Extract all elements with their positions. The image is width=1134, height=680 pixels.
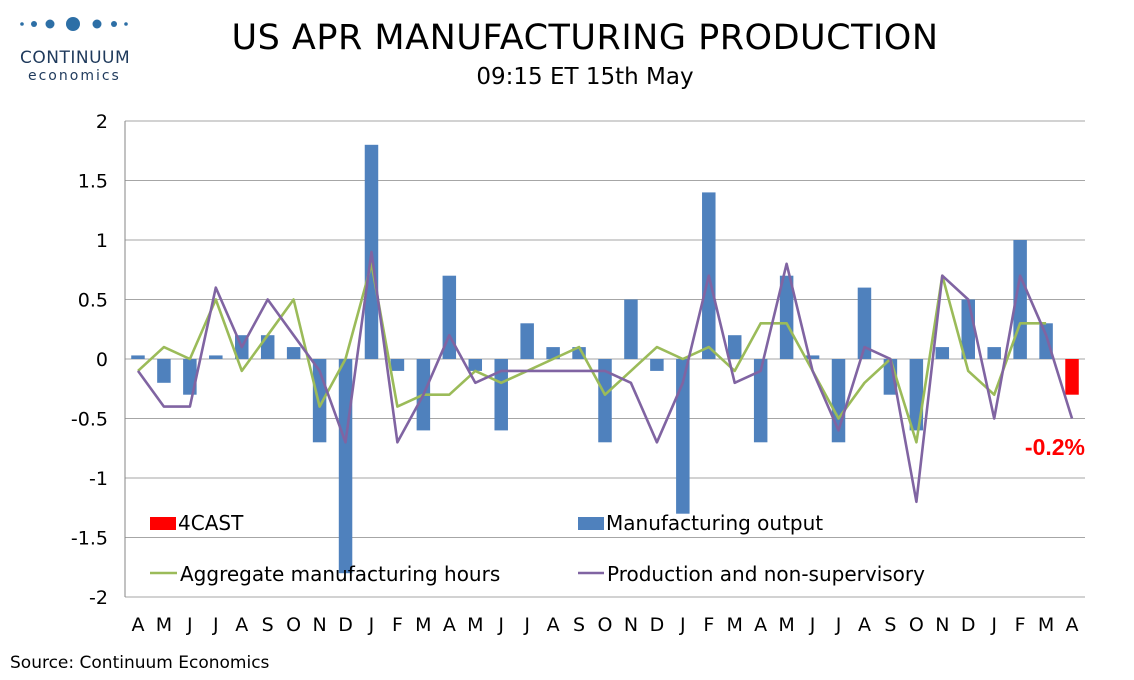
y-tick-label: -0.5 xyxy=(71,409,108,431)
x-tick-label: M xyxy=(727,614,743,636)
bar-manufacturing-output xyxy=(260,335,275,359)
bar-manufacturing-output xyxy=(987,347,1001,359)
legend-swatch-output xyxy=(578,517,604,530)
logo-sub: economics xyxy=(28,68,121,84)
bar-manufacturing-output xyxy=(468,359,483,371)
bar-manufacturing-output xyxy=(624,299,638,359)
bar-manufacturing-output xyxy=(572,347,586,359)
source-note: Source: Continuum Economics xyxy=(10,653,270,673)
bar-4cast xyxy=(1065,359,1079,395)
legend-swatch-4cast xyxy=(150,517,176,530)
bar-manufacturing-output xyxy=(157,359,171,383)
x-tick-label: A xyxy=(131,614,144,636)
x-tick-label: M xyxy=(467,614,483,636)
legend-label-4cast: 4CAST xyxy=(178,511,244,535)
x-tick-label: F xyxy=(1015,614,1026,636)
bar-manufacturing-output xyxy=(857,287,872,359)
chart-subtitle: 09:15 ET 15th May xyxy=(476,64,694,90)
logo-brand: CONTINUUM xyxy=(20,48,131,68)
x-tick-label: F xyxy=(703,614,714,636)
x-tick-label: A xyxy=(443,614,456,636)
x-tick-label: D xyxy=(650,614,665,636)
y-tick-label: -2 xyxy=(89,587,108,609)
x-tick-label: J xyxy=(835,614,842,636)
x-tick-label: D xyxy=(338,614,353,636)
legend-label-hours: Aggregate manufacturing hours xyxy=(180,562,500,586)
x-tick-label: M xyxy=(1038,614,1054,636)
x-tick-label: J xyxy=(679,614,686,636)
x-tick-label: A xyxy=(858,614,871,636)
x-tick-label: J xyxy=(368,614,375,636)
x-tick-label: S xyxy=(573,614,585,636)
x-tick-label: S xyxy=(884,614,896,636)
bar-manufacturing-output xyxy=(805,355,820,359)
x-tick-label: J xyxy=(212,614,219,636)
y-tick-label: -1.5 xyxy=(71,528,108,550)
y-tick-label: -1 xyxy=(89,468,108,490)
x-tick-label: O xyxy=(286,614,301,636)
x-tick-label: A xyxy=(547,614,560,636)
y-tick-label: 0 xyxy=(96,349,108,371)
bar-manufacturing-output xyxy=(753,359,768,443)
bar-manufacturing-output xyxy=(209,355,223,359)
bar-manufacturing-output xyxy=(286,347,301,359)
y-tick-label: 0.5 xyxy=(78,290,108,312)
continuum-logo: CONTINUUM economics xyxy=(10,12,140,84)
x-tick-label: N xyxy=(624,614,638,636)
x-tick-label: O xyxy=(598,614,613,636)
bar-manufacturing-output xyxy=(390,359,405,371)
x-tick-label: A xyxy=(754,614,767,636)
bar-manufacturing-output xyxy=(676,359,690,514)
bar-manufacturing-output xyxy=(520,323,534,359)
bar-manufacturing-output xyxy=(598,359,612,443)
y-tick-label: 1.5 xyxy=(78,171,108,193)
x-tick-label: N xyxy=(312,614,326,636)
x-tick-label: J xyxy=(523,614,530,636)
chart-title: US APR MANUFACTURING PRODUCTION xyxy=(231,18,939,58)
x-tick-label: O xyxy=(909,614,924,636)
legend-label-output: Manufacturing output xyxy=(606,511,823,535)
logo-dots-icon xyxy=(20,17,128,31)
x-tick-label: S xyxy=(262,614,274,636)
bar-manufacturing-output xyxy=(779,275,794,359)
x-tick-label: J xyxy=(497,614,504,636)
x-tick-label: J xyxy=(809,614,816,636)
forecast-annotation: -0.2% xyxy=(1025,434,1085,460)
x-tick-label: M xyxy=(415,614,431,636)
y-tick-label: 1 xyxy=(96,230,108,252)
x-tick-label: A xyxy=(235,614,248,636)
x-tick-label: M xyxy=(156,614,172,636)
bar-manufacturing-output xyxy=(131,355,145,359)
x-tick-label: J xyxy=(990,614,997,636)
bar-manufacturing-output xyxy=(494,359,508,431)
x-tick-label: F xyxy=(392,614,403,636)
bar-manufacturing-output xyxy=(650,359,664,371)
bar-manufacturing-output xyxy=(727,335,742,359)
line-production-nonsupervisory xyxy=(136,250,1074,504)
legend-label-nonsup: Production and non-supervisory xyxy=(607,562,925,586)
bar-manufacturing-output xyxy=(442,275,457,359)
bar-manufacturing-output xyxy=(546,347,560,359)
bar-manufacturing-output xyxy=(935,347,950,359)
x-tick-label: N xyxy=(935,614,949,636)
bar-manufacturing-output xyxy=(338,359,353,574)
y-tick-label: 2 xyxy=(96,111,108,133)
x-tick-label: D xyxy=(961,614,976,636)
x-tick-label: J xyxy=(186,614,193,636)
x-tick-label: A xyxy=(1066,614,1079,636)
x-tick-label: M xyxy=(778,614,794,636)
